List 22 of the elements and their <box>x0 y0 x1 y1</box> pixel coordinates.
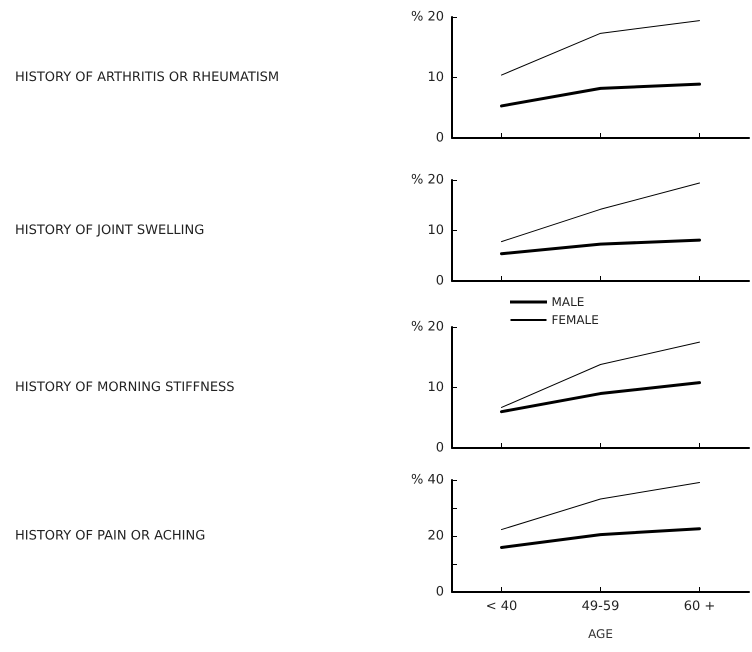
y-tick-label: 0 <box>436 274 444 288</box>
legend-label: MALE <box>552 295 584 309</box>
y-tick-label: 0 <box>436 440 444 456</box>
legend-label: FEMALE <box>552 313 599 327</box>
y-axis-title: HISTORY OF ARTHRITIS OR RHEUMATISM <box>15 70 280 85</box>
x-tick-label: < 40 <box>486 599 518 614</box>
y-tick-label: 10 <box>427 223 444 238</box>
y-tick-label: 0 <box>436 584 444 600</box>
y-tick-label: 0 <box>436 130 444 146</box>
y-axis-title: HISTORY OF JOINT SWELLING <box>15 223 204 238</box>
y-tick-label: % 20 <box>410 320 444 334</box>
x-tick-label: 49-59 <box>582 599 620 614</box>
y-axis-title: HISTORY OF PAIN OR ACHING <box>15 528 206 544</box>
y-tick-label: 20 <box>427 528 444 544</box>
x-tick-label: 60 + <box>684 599 716 614</box>
y-tick-label: % 20 <box>410 172 444 188</box>
y-tick-label: % 40 <box>410 472 444 488</box>
y-tick-label: 10 <box>427 70 444 85</box>
y-tick-label: 10 <box>427 380 444 395</box>
x-axis-title: AGE <box>588 627 613 641</box>
y-axis-title: HISTORY OF MORNING STIFFNESS <box>15 380 235 395</box>
y-tick-label: % 20 <box>410 10 444 24</box>
